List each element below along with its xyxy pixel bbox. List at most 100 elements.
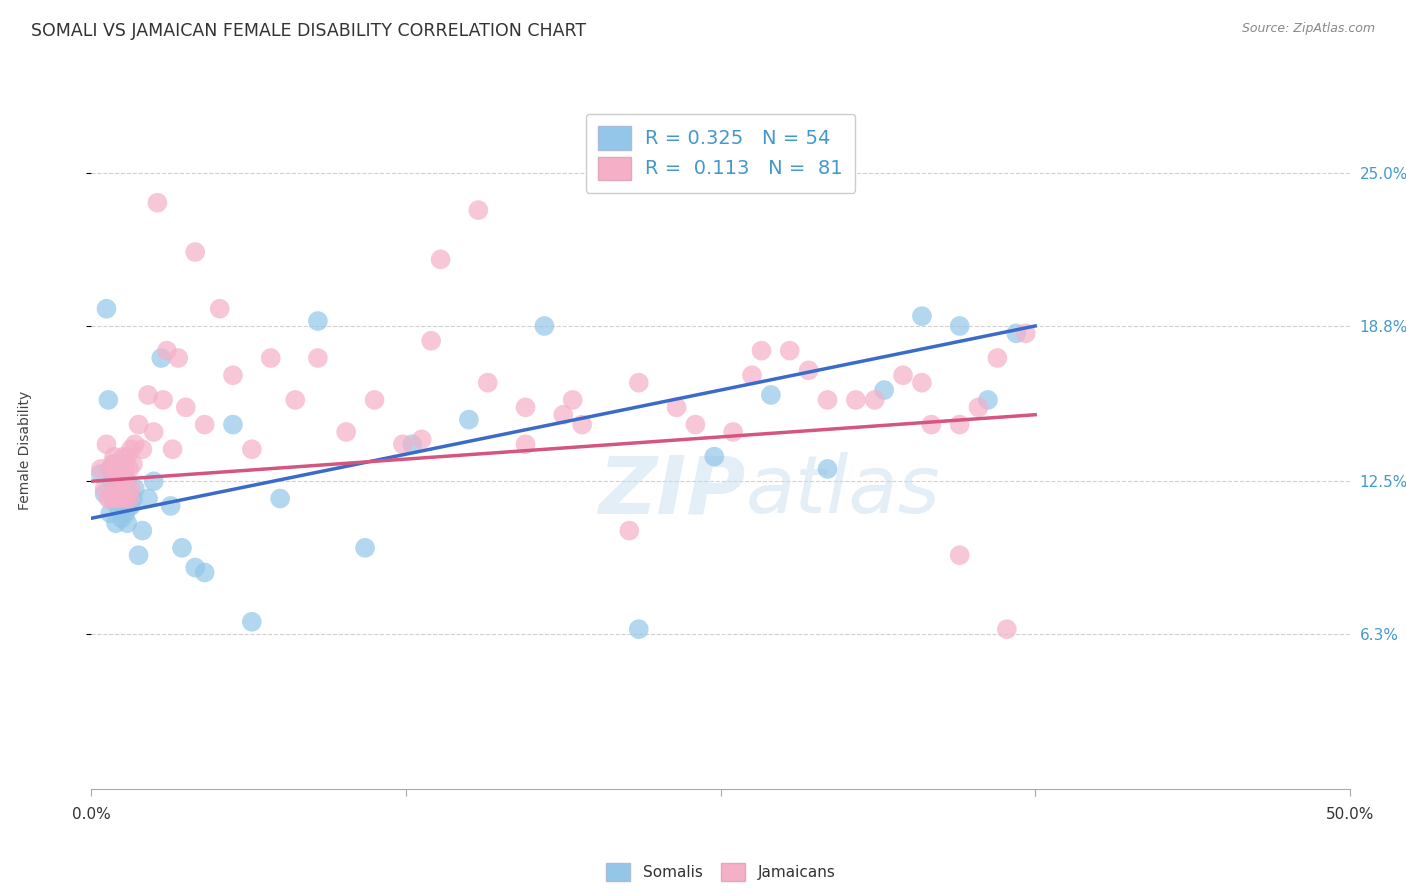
Point: [240, 442, 263, 457]
Point: [150, 351, 173, 365]
Point: [104, 516, 127, 531]
Point: [949, 548, 972, 562]
Point: [112, 499, 135, 513]
Point: [627, 622, 650, 636]
Point: [891, 368, 914, 383]
Point: [477, 376, 499, 390]
Point: [101, 457, 124, 471]
Point: [401, 437, 423, 451]
Point: [97, 392, 120, 407]
Point: [103, 482, 125, 496]
Point: [98, 506, 121, 520]
Point: [112, 475, 135, 489]
Point: [184, 245, 207, 260]
Point: [194, 566, 217, 580]
Point: [920, 417, 942, 432]
Point: [93, 482, 115, 496]
Point: [420, 334, 443, 348]
Point: [561, 392, 583, 407]
Text: SOMALI VS JAMAICAN FEMALE DISABILITY CORRELATION CHART: SOMALI VS JAMAICAN FEMALE DISABILITY COR…: [31, 22, 586, 40]
Point: [627, 376, 650, 390]
Point: [1005, 326, 1028, 341]
Point: [110, 486, 132, 500]
Point: [131, 442, 153, 457]
Point: [120, 442, 142, 457]
Point: [136, 388, 159, 402]
Point: [817, 462, 839, 476]
Point: [110, 467, 132, 481]
Point: [665, 401, 688, 415]
Point: [128, 548, 150, 562]
Text: atlas: atlas: [745, 452, 941, 530]
Point: [741, 368, 763, 383]
Point: [1015, 326, 1038, 341]
Point: [571, 417, 593, 432]
Point: [107, 486, 129, 500]
Point: [108, 467, 131, 481]
Point: [97, 491, 120, 506]
Point: [845, 392, 868, 407]
Point: [240, 615, 263, 629]
Text: 50.0%: 50.0%: [1326, 807, 1374, 822]
Point: [284, 392, 307, 407]
Point: [751, 343, 773, 358]
Point: [411, 433, 433, 447]
Point: [260, 351, 283, 365]
Point: [685, 417, 707, 432]
Point: [112, 450, 135, 464]
Point: [142, 475, 165, 489]
Text: Female Disability: Female Disability: [18, 391, 32, 510]
Point: [977, 392, 1000, 407]
Point: [120, 499, 142, 513]
Point: [101, 475, 124, 489]
Point: [392, 437, 415, 451]
Point: [863, 392, 886, 407]
Point: [110, 511, 132, 525]
Point: [619, 524, 641, 538]
Point: [107, 499, 129, 513]
Point: [184, 560, 207, 574]
Point: [108, 491, 131, 506]
Point: [911, 376, 934, 390]
Point: [114, 462, 136, 476]
Point: [104, 491, 127, 506]
Point: [194, 417, 217, 432]
Point: [222, 417, 245, 432]
Point: [114, 491, 136, 506]
Point: [156, 343, 179, 358]
Text: Source: ZipAtlas.com: Source: ZipAtlas.com: [1241, 22, 1375, 36]
Point: [122, 491, 145, 506]
Point: [128, 417, 150, 432]
Point: [117, 482, 139, 496]
Legend: Somalis, Jamaicans: Somalis, Jamaicans: [600, 857, 841, 887]
Point: [118, 499, 141, 513]
Point: [104, 462, 127, 476]
Point: [110, 486, 132, 500]
Point: [98, 462, 121, 476]
Point: [703, 450, 725, 464]
Point: [553, 408, 575, 422]
Point: [108, 457, 131, 471]
Point: [457, 412, 479, 426]
Point: [112, 475, 135, 489]
Point: [779, 343, 801, 358]
Point: [118, 486, 141, 500]
Point: [995, 622, 1018, 636]
Point: [162, 442, 184, 457]
Point: [124, 437, 146, 451]
Point: [142, 425, 165, 439]
Point: [131, 524, 153, 538]
Point: [721, 425, 744, 439]
Point: [759, 388, 782, 402]
Point: [307, 314, 329, 328]
Point: [124, 482, 146, 496]
Point: [98, 462, 121, 476]
Point: [118, 491, 141, 506]
Point: [817, 392, 839, 407]
Point: [949, 417, 972, 432]
Point: [797, 363, 820, 377]
Point: [93, 486, 115, 500]
Point: [146, 195, 169, 210]
Point: [98, 491, 121, 506]
Point: [114, 506, 136, 520]
